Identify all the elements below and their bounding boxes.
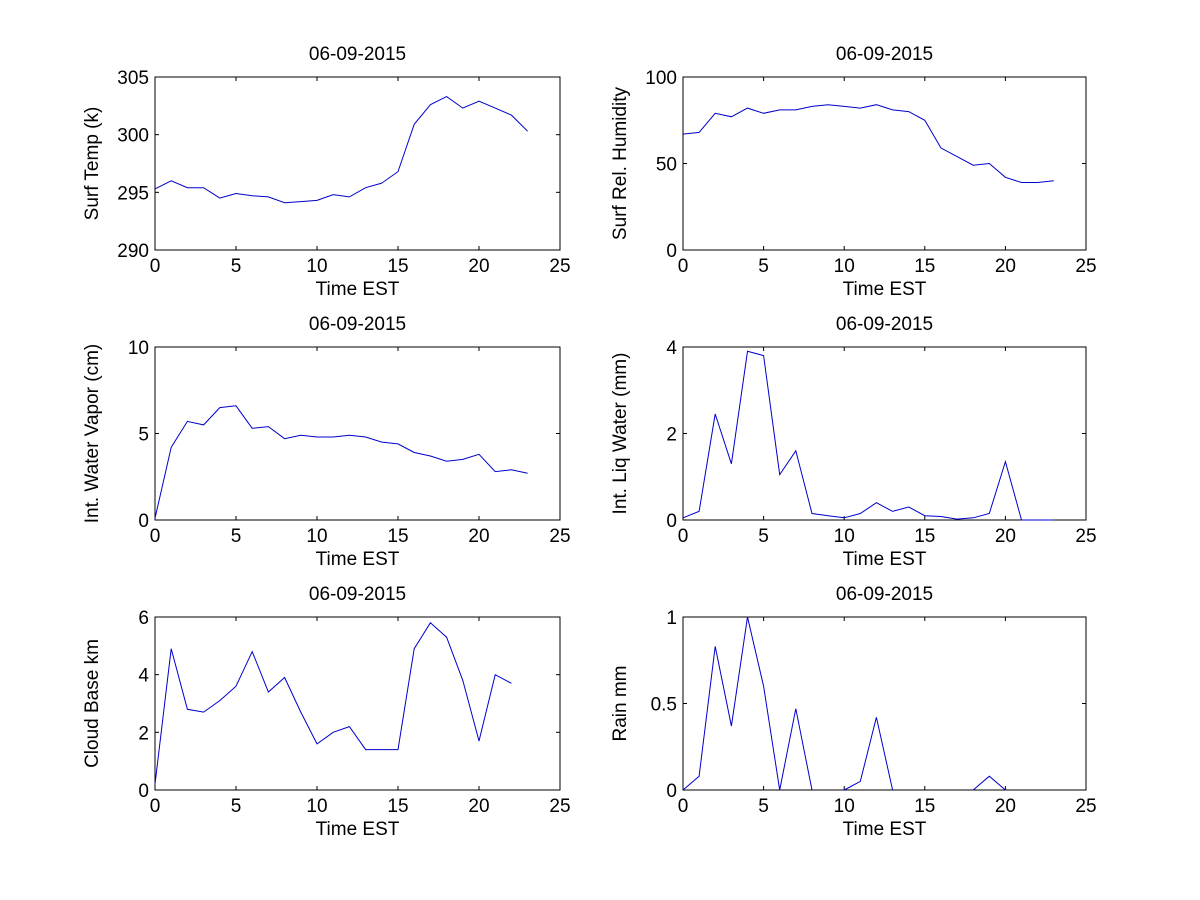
x-tick-label: 25 [549,256,570,277]
y-tick-label: 0 [138,511,149,532]
x-tick-label: 15 [387,796,408,817]
x-tick-label: 10 [834,796,855,817]
chart-title: 06-09-2015 [309,314,406,335]
chart-panel-2: 0 5 10 15 20 25 0 50 100 06-09-2015 Time EST Surf R… [610,44,1097,300]
x-tick-label: 25 [1075,796,1096,817]
chart-title: 06-09-2015 [309,44,406,65]
y-tick-label: 1 [666,608,677,629]
y-tick-label: 0 [666,511,677,532]
y-tick-label: 5 [138,425,149,446]
chart-panel-6: 0 5 10 15 20 25 0 0.5 1 06-09-2015 Time EST Rain mm [610,584,1097,840]
x-axis-label: Time EST [843,549,927,570]
x-tick-label: 0 [150,796,161,817]
x-tick-label: 10 [834,256,855,277]
y-axis-label: Surf Rel. Humidity [610,86,631,240]
x-tick-label: 0 [678,526,689,547]
x-tick-label: 20 [995,256,1016,277]
x-tick-label: 5 [758,256,769,277]
y-tick-label: 2 [138,723,149,744]
chart-title: 06-09-2015 [836,44,933,65]
x-tick-label: 15 [387,526,408,547]
y-tick-label: 0 [666,781,677,802]
x-tick-label: 15 [914,796,935,817]
y-tick-label: 2 [666,425,677,446]
y-tick-label: 0 [666,241,677,262]
series-line [154,405,528,519]
x-tick-label: 20 [468,256,489,277]
y-axis-label: Cloud Base km [82,639,103,768]
chart-title: 06-09-2015 [836,314,933,335]
x-tick-label: 20 [468,526,489,547]
y-axis-label: Int. Liq Water (mm) [610,353,631,515]
x-tick-label: 20 [995,796,1016,817]
chart-panel-5: 0 5 10 15 20 25 0 2 4 6 06-09-2015 Time EST Cloud Ba… [82,584,571,840]
chart-panel-3: 0 5 10 15 20 25 0 5 10 06-09-2015 Time EST Int. Wat… [82,314,571,570]
y-tick-label: 0 [138,781,149,802]
x-tick-label: 5 [231,526,242,547]
y-tick-label: 305 [117,68,149,89]
series-line [154,96,528,204]
x-tick-label: 15 [914,256,935,277]
x-tick-label: 20 [995,526,1016,547]
x-tick-label: 5 [758,796,769,817]
x-axis-label: Time EST [843,819,927,840]
y-tick-label: 4 [666,338,677,359]
x-tick-label: 10 [306,796,327,817]
chart-panel-4: 0 5 10 15 20 25 0 2 4 06-09-2015 Time EST Int. Liq … [610,314,1097,570]
x-tick-label: 15 [387,256,408,277]
y-tick-label: 4 [138,666,149,687]
x-tick-label: 5 [231,256,242,277]
x-tick-label: 20 [468,796,489,817]
axes-frame [682,76,1087,251]
x-axis-label: Time EST [316,819,400,840]
chart-title: 06-09-2015 [309,584,406,605]
series-line [682,104,1054,183]
y-axis-label: Int. Water Vapor (cm) [82,344,103,523]
axes-frame [682,616,1087,791]
x-tick-label: 0 [678,256,689,277]
y-axis-label: Surf Temp (k) [82,107,103,221]
x-tick-label: 25 [1075,256,1096,277]
x-tick-label: 25 [1075,526,1096,547]
x-tick-label: 10 [306,526,327,547]
y-tick-label: 0.5 [651,695,677,716]
y-tick-label: 300 [117,126,149,147]
y-tick-label: 100 [645,68,677,89]
axes-frame [154,76,561,251]
chart-title: 06-09-2015 [836,584,933,605]
x-axis-label: Time EST [316,279,400,300]
axes-frame [682,346,1087,521]
x-tick-label: 15 [914,526,935,547]
axes-frame [154,346,561,521]
y-axis-label: Rain mm [610,665,631,741]
x-tick-label: 0 [678,796,689,817]
axes-frame [154,616,561,791]
x-tick-label: 10 [306,256,327,277]
x-tick-label: 5 [231,796,242,817]
x-tick-label: 25 [549,526,570,547]
y-tick-label: 50 [656,155,677,176]
x-tick-label: 0 [150,256,161,277]
y-tick-label: 295 [117,183,149,204]
y-tick-label: 6 [138,608,149,629]
x-tick-label: 5 [758,526,769,547]
x-axis-label: Time EST [316,549,400,570]
series-line [682,350,1054,521]
y-tick-label: 290 [117,241,149,262]
x-tick-label: 25 [549,796,570,817]
x-tick-label: 10 [834,526,855,547]
x-tick-label: 0 [150,526,161,547]
chart-panel-1: 0 5 10 15 20 25 290 295 300 305 06-09-2015 Time EST… [82,44,571,300]
x-axis-label: Time EST [843,279,927,300]
y-tick-label: 10 [128,338,149,359]
